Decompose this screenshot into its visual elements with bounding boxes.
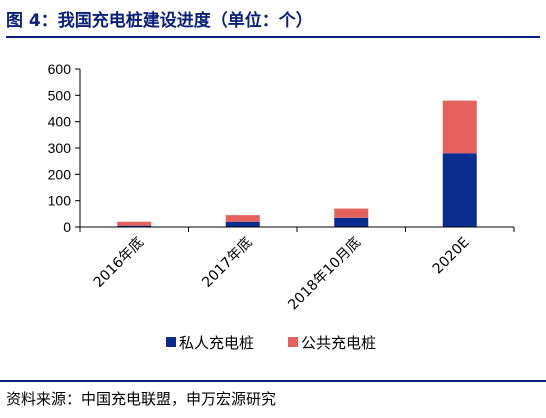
legend-label: 私人充电桩 (179, 334, 254, 352)
y-tick-label: 300 (48, 140, 72, 156)
bar-segment-public (442, 100, 477, 154)
y-tick-label: 200 (48, 166, 72, 182)
y-tick-label: 0 (63, 219, 71, 235)
legend-swatch-private (166, 337, 176, 347)
x-category-label: 2020E (430, 235, 473, 278)
chart-bars (117, 100, 477, 227)
bar-segment-private (117, 225, 152, 227)
bar-segment-private (334, 217, 369, 227)
chart-legend: 私人充电桩 公共充电桩 (166, 334, 376, 352)
title-underline (6, 36, 540, 38)
x-axis-labels: 2016年底 2017年底 2018年10月底 2020E (91, 235, 473, 314)
figure-title: 图 4：我国充电桩建设进度（单位：个） (6, 11, 313, 31)
y-tick-label: 400 (48, 114, 72, 130)
x-category-label: 2018年10月底 (285, 235, 364, 314)
stacked-bar-chart: 0 100 200 300 400 500 600 2016年底 2017年底 2018年10月… (48, 61, 515, 352)
bar-segment-private (225, 221, 260, 227)
source-note: 资料来源：中国充电联盟，申万宏源研究 (6, 390, 277, 408)
bar-segment-public (334, 208, 369, 218)
bar-segment-private (442, 153, 477, 227)
y-axis-ticks: 0 100 200 300 400 500 600 (48, 61, 80, 235)
chart-axes (79, 69, 515, 232)
y-tick-label: 500 (48, 87, 72, 103)
footer-rule (0, 380, 546, 382)
y-tick-label: 100 (48, 193, 72, 209)
legend-label: 公共充电桩 (301, 334, 376, 352)
bar-segment-public (117, 221, 152, 226)
x-category-label: 2017年底 (199, 235, 255, 291)
bar-segment-public (225, 215, 260, 222)
y-tick-label: 600 (48, 61, 72, 77)
x-category-label: 2016年底 (91, 235, 147, 291)
legend-swatch-public (288, 337, 298, 347)
